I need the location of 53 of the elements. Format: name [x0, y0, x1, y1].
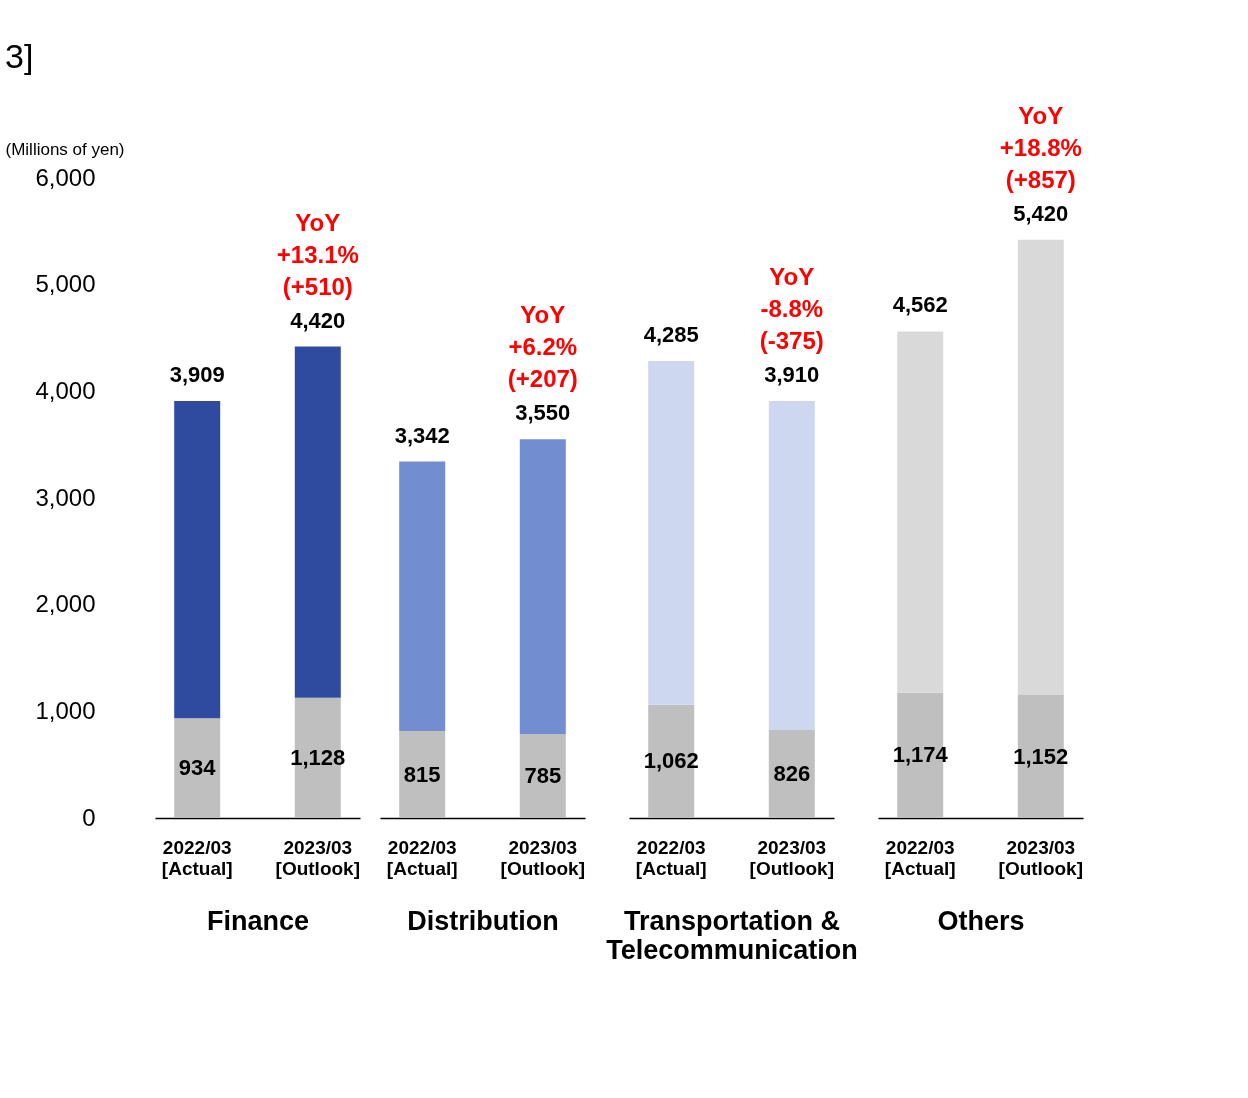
x-tick-label: 2022/03 [Actual] [884, 836, 956, 879]
total-label: 3,342 [394, 422, 450, 448]
x-tick-label: 2023/03 [Outlook] [998, 836, 1084, 879]
annotation: YoY +6.2% (+207) [507, 301, 578, 393]
data-label: 934 [178, 755, 217, 781]
x-axis-title: Distribution [407, 905, 559, 936]
bar [519, 734, 566, 818]
x-tick-label: 2022/03 [Actual] [635, 836, 707, 879]
y-tick-label: 3,000 [35, 483, 96, 511]
chart-title: 3] [5, 36, 34, 75]
bar [294, 346, 341, 698]
y-tick-label: 4,000 [35, 376, 96, 404]
data-label: 1,152 [1013, 743, 1069, 769]
x-tick-label: 2023/03 [Outlook] [749, 836, 835, 879]
bar [768, 400, 815, 730]
total-label: 3,909 [169, 362, 225, 388]
bar [648, 360, 695, 705]
x-tick-label: 2023/03 [Outlook] [500, 836, 586, 879]
total-label: 3,910 [764, 361, 820, 387]
x-tick-label: 2022/03 [Actual] [386, 836, 458, 879]
annotation: YoY -8.8% (-375) [759, 262, 824, 354]
x-axis-title: Transportation & Telecommunication [606, 905, 858, 965]
x-axis-title: Others [937, 905, 1025, 936]
bar [519, 439, 566, 735]
total-label: 4,285 [643, 321, 699, 347]
y-axis-title: (Millions of yen) [5, 139, 125, 159]
y-tick-label: 2,000 [35, 590, 96, 618]
data-label: 1,128 [290, 744, 346, 770]
x-tick-label: 2022/03 [Actual] [161, 836, 233, 879]
y-tick-label: 5,000 [35, 270, 96, 298]
y-tick-label: 1,000 [35, 696, 96, 724]
bar [174, 718, 221, 818]
annotation: YoY +18.8% (+857) [999, 101, 1082, 193]
data-label: 785 [524, 763, 562, 789]
bar [897, 331, 944, 693]
x-axis-title: Finance [206, 905, 310, 936]
data-label: 1,174 [892, 742, 949, 768]
annotation: YoY +13.1% (+510) [276, 208, 359, 300]
bar [174, 401, 221, 719]
total-label: 5,420 [1013, 200, 1069, 226]
bar [399, 731, 446, 818]
y-tick-label: 6,000 [35, 163, 96, 191]
total-label: 4,562 [892, 292, 948, 318]
bar [1017, 239, 1064, 696]
data-label: 1,062 [643, 748, 699, 774]
bar [399, 461, 446, 732]
y-tick-label: 0 [82, 803, 96, 831]
total-label: 3,550 [515, 400, 571, 426]
total-label: 4,420 [290, 307, 346, 333]
data-label: 826 [773, 760, 811, 786]
x-tick-label: 2023/03 [Outlook] [275, 836, 361, 879]
data-label: 815 [403, 761, 441, 787]
bar [768, 729, 815, 818]
